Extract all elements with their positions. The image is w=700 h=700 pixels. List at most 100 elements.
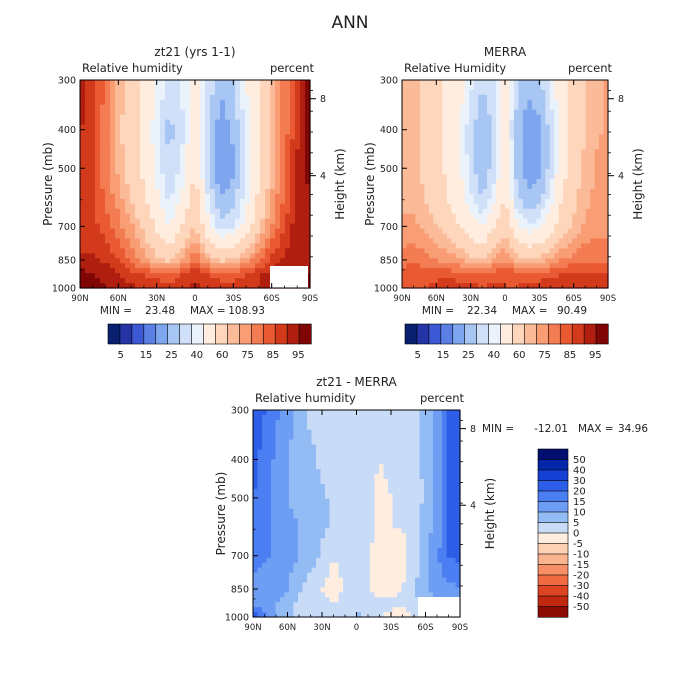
heatmap-cell [260,283,266,289]
heatmap-cell [482,129,488,136]
heatmap-cell [285,213,291,220]
heatmap-cell [428,454,434,460]
heatmap-cell [522,188,528,195]
heatmap-cell [265,228,271,235]
heatmap-cell [205,179,211,185]
heatmap-cell [115,174,121,180]
heatmap-cell [210,174,216,180]
heatmap-cell [275,474,281,480]
heatmap-cell [572,124,578,131]
heatmap-cell [531,124,537,131]
heatmap-cell [540,198,546,205]
heatmap-cell [253,464,259,470]
heatmap-cell [300,149,306,155]
heatmap-cell [95,134,101,141]
heatmap-cell [170,278,176,284]
heatmap-cell [316,439,322,446]
heatmap-cell [100,139,106,145]
heatmap-cell [257,498,263,505]
heatmap-cell [478,159,484,165]
heatmap-cell [302,479,308,485]
heatmap-cell [170,80,176,86]
heatmap-cell [180,233,186,240]
heatmap-cell [473,213,479,220]
heatmap-cell [298,474,304,480]
heatmap-cell [410,483,416,490]
heatmap-cell [549,188,555,195]
heatmap-cell [451,154,457,160]
heatmap-cell [603,203,609,210]
heatmap-cell [482,179,488,185]
heatmap-cell [285,203,291,210]
heatmap-cell [603,218,609,225]
heatmap-cell [265,233,271,240]
heatmap-cell [383,424,389,431]
heatmap-cell [576,278,582,284]
heatmap-cell [245,218,251,225]
heatmap-cell [428,414,434,421]
heatmap-cell [338,474,344,480]
heatmap-cell [245,174,251,180]
heatmap-cell [225,273,231,279]
heatmap-cell [558,164,564,170]
heatmap-cell [329,429,335,436]
heatmap-cell [265,258,271,264]
heatmap-cell [473,268,479,274]
heatmap-cell [270,134,276,141]
heatmap-cell [410,154,417,160]
heatmap-cell [90,243,96,249]
heatmap-cell [518,188,524,195]
heatmap-cell [289,429,295,436]
heatmap-cell [200,278,206,284]
heatmap-cell [554,84,560,91]
heatmap-cell [90,263,96,269]
heatmap-cell [325,449,331,455]
heatmap-cell [581,188,587,195]
heatmap-cell [95,129,101,136]
heatmap-cell [536,134,542,141]
heatmap-cell [300,184,306,190]
y-axis-label: Pressure (mb) [41,142,55,226]
heatmap-cell [180,129,186,136]
heatmap-cell [180,94,186,101]
heatmap-cell [536,109,542,116]
heatmap-cell [424,454,430,460]
stats-min-label: MIN = [100,305,132,317]
colorbar-label: 95 [292,350,305,361]
heatmap-cell [85,159,91,165]
heatmap-cell [95,238,101,245]
heatmap-cell [95,94,101,101]
heatmap-cell [190,109,196,116]
heatmap-cell [290,248,296,254]
heatmap-cell [464,278,470,284]
heatmap-cell [505,253,511,259]
heatmap-cell [230,243,236,249]
heatmap-cell [205,198,211,205]
heatmap-cell [165,248,171,254]
heatmap-cell [300,84,306,91]
heatmap-cell [175,253,181,259]
heatmap-cell [464,223,470,230]
heatmap-cell [455,469,461,475]
heatmap-cell [370,469,376,475]
x-tick-label: 30S [225,294,241,304]
heatmap-cell [545,154,551,160]
heatmap-cell [175,248,181,254]
heatmap-cell [424,479,430,485]
heatmap-cell [257,449,263,455]
heatmap-cell [265,114,271,121]
heatmap-cell [513,223,520,230]
heatmap-cell [110,169,116,175]
heatmap-cell [567,99,573,106]
heatmap-cell [419,154,425,160]
heatmap-cell [455,434,461,441]
heatmap-cell [464,273,470,279]
heatmap-cell [509,104,515,111]
heatmap-cell [437,469,443,475]
heatmap-cell [150,174,156,180]
heatmap-cell [150,193,156,200]
heatmap-cell [85,203,91,210]
heatmap-cell [491,80,497,86]
heatmap-cell [125,258,131,264]
heatmap-cell [536,193,542,200]
